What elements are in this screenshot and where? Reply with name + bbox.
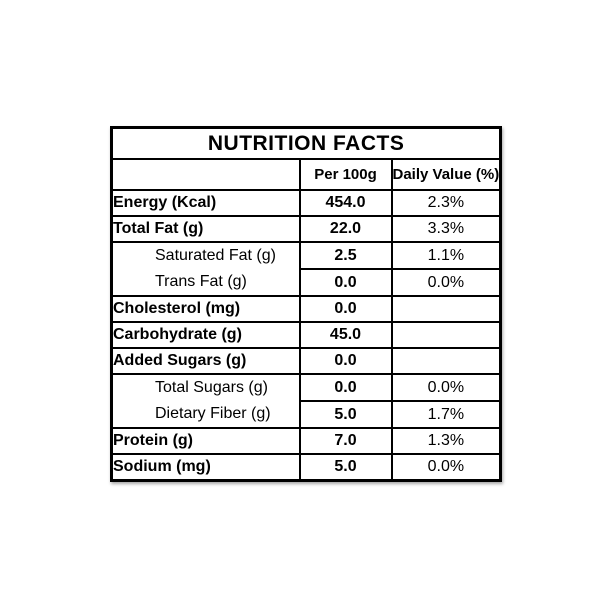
carb-subgroup-label-cell: Total Sugars (g) Dietary Fiber (g) — [110, 373, 301, 429]
nutrient-daily-value: 2.3% — [390, 189, 502, 217]
nutrient-label: Energy (Kcal) — [110, 189, 301, 217]
table-row-total-sugars: Total Sugars (g) Dietary Fiber (g) 0.0 0… — [110, 373, 502, 429]
nutrient-label: Dietary Fiber (g) — [155, 405, 271, 422]
nutrient-daily-value: 1.1% — [390, 241, 502, 270]
nutrient-label: Protein (g) — [110, 427, 301, 455]
nutrient-daily-value — [390, 347, 502, 375]
table-row-total-fat: Total Fat (g) 22.0 3.3% — [110, 215, 502, 243]
nutrient-daily-value: 1.7% — [390, 400, 502, 429]
nutrient-label: Cholesterol (mg) — [110, 295, 301, 323]
nutrient-value: 454.0 — [298, 189, 393, 217]
fat-subgroup-label-cell: Saturated Fat (g) Trans Fat (g) — [110, 241, 301, 297]
table-row-trans-fat: 0.0 0.0% — [112, 268, 502, 297]
nutrient-daily-value: 0.0% — [390, 373, 502, 402]
table-row-protein: Protein (g) 7.0 1.3% — [110, 427, 502, 455]
table-row-energy: Energy (Kcal) 454.0 2.3% — [110, 189, 502, 217]
title-row: NUTRITION FACTS — [110, 126, 502, 160]
table-row-dietary-fiber: 5.0 1.7% — [112, 400, 502, 429]
nutrient-value: 5.0 — [298, 453, 393, 481]
column-header-daily-value: Daily Value (%) — [390, 158, 502, 191]
nutrient-value: 0.0 — [298, 268, 393, 297]
nutrient-daily-value: 0.0% — [390, 268, 502, 297]
nutrient-daily-value: 1.3% — [390, 427, 502, 455]
nutrient-value: 0.0 — [298, 373, 393, 402]
table-row-saturated-fat: Saturated Fat (g) Trans Fat (g) 2.5 1.1% — [110, 241, 502, 297]
nutrient-daily-value: 3.3% — [390, 215, 502, 243]
nutrition-facts-table: NUTRITION FACTS Per 100g Daily Value (%)… — [110, 126, 503, 482]
table-row-added-sugars: Added Sugars (g) 0.0 — [110, 347, 502, 375]
nutrient-value: 2.5 — [298, 241, 393, 270]
table-row-carbohydrate: Carbohydrate (g) 45.0 — [110, 321, 502, 349]
table-row-sodium: Sodium (mg) 5.0 0.0% — [110, 453, 502, 481]
table-title: NUTRITION FACTS — [110, 126, 502, 160]
nutrient-value: 45.0 — [298, 321, 393, 349]
nutrient-daily-value — [390, 321, 502, 349]
nutrient-value: 5.0 — [298, 400, 393, 429]
nutrient-label: Total Fat (g) — [110, 215, 301, 243]
column-header-per-100g: Per 100g — [298, 158, 393, 191]
column-header-empty — [110, 158, 301, 191]
nutrient-label: Carbohydrate (g) — [110, 321, 301, 349]
column-header-row: Per 100g Daily Value (%) — [110, 158, 502, 191]
nutrient-daily-value: 0.0% — [390, 453, 502, 481]
nutrient-label: Added Sugars (g) — [110, 347, 301, 375]
table-row-cholesterol: Cholesterol (mg) 0.0 — [110, 295, 502, 323]
nutrient-daily-value — [390, 295, 502, 323]
nutrient-value: 0.0 — [298, 347, 393, 375]
nutrient-label: Total Sugars (g) — [155, 379, 268, 396]
nutrient-label: Trans Fat (g) — [155, 273, 247, 290]
nutrient-value: 22.0 — [298, 215, 393, 243]
nutrient-label: Saturated Fat (g) — [155, 247, 276, 264]
nutrient-value: 0.0 — [298, 295, 393, 323]
nutrient-label: Sodium (mg) — [110, 453, 301, 481]
nutrient-value: 7.0 — [298, 427, 393, 455]
